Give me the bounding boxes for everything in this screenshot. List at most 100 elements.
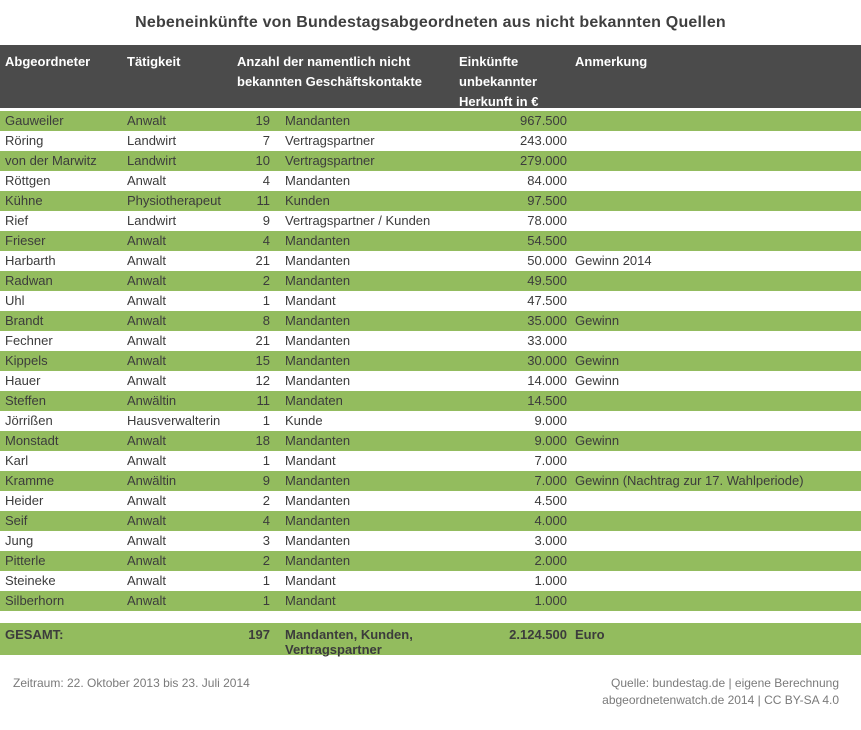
cell-einkuenfte: 30.000: [527, 353, 567, 368]
total-kontakte: Mandanten, Kunden, Vertragspartner: [270, 627, 459, 657]
cell-taetigkeit: Landwirt: [127, 153, 177, 168]
cell-anmerkung: [567, 411, 861, 431]
cell-abgeordneter: Brandt: [5, 313, 44, 328]
cell-einkuenfte: 279.000: [520, 153, 567, 168]
cell-anmerkung: Gewinn: [575, 313, 620, 328]
cell-anzahl: 1: [262, 573, 270, 588]
total-anzahl: 197: [248, 627, 270, 642]
table-row: Pitterle Anwalt 2 Mandanten 2.000: [0, 551, 861, 571]
cell-anzahl: 4: [262, 233, 270, 248]
cell-anmerkung: Gewinn (Nachtrag zur 17. Wahlperiode): [575, 473, 804, 488]
cell-anmerkung: [567, 571, 861, 591]
cell-anzahl: 2: [262, 553, 270, 568]
cell-anzahl: 11: [256, 193, 271, 208]
cell-taetigkeit: Anwalt: [127, 253, 167, 268]
total-taetigkeit-empty: [127, 627, 237, 657]
cell-einkuenfte: 1.000: [534, 593, 567, 608]
cell-anzahl: 1: [262, 453, 270, 468]
cell-anzahl: 15: [255, 353, 270, 368]
cell-taetigkeit: Anwalt: [127, 493, 167, 508]
cell-einkuenfte: 1.000: [534, 573, 567, 588]
cell-abgeordneter: Harbarth: [5, 253, 56, 268]
cell-taetigkeit: Anwältin: [127, 393, 177, 408]
cell-einkuenfte: 54.500: [527, 233, 567, 248]
cell-kontakte: Mandanten: [285, 333, 351, 348]
footer: Zeitraum: 22. Oktober 2013 bis 23. Juli …: [0, 675, 861, 709]
cell-kontakte: Mandanten: [285, 233, 351, 248]
cell-taetigkeit: Anwalt: [127, 573, 167, 588]
table-row: Heider Anwalt 2 Mandanten 4.500: [0, 491, 861, 511]
table-row: Brandt Anwalt 8 Mandanten 35.000 Gewinn: [0, 311, 861, 331]
cell-anmerkung: Gewinn: [575, 353, 620, 368]
cell-taetigkeit: Anwalt: [127, 453, 167, 468]
cell-einkuenfte: 4.500: [534, 493, 567, 508]
cell-abgeordneter: Steineke: [5, 573, 56, 588]
table-row: Kühne Physiotherapeut 11 Kunden 97.500: [0, 191, 861, 211]
table-row: Kramme Anwältin 9 Mandanten 7.000 Gewinn…: [0, 471, 861, 491]
cell-kontakte: Mandanten: [285, 533, 351, 548]
cell-taetigkeit: Anwalt: [127, 433, 167, 448]
table-row: Steffen Anwältin 11 Mandaten 14.500: [0, 391, 861, 411]
table-row: Radwan Anwalt 2 Mandanten 49.500: [0, 271, 861, 291]
cell-einkuenfte: 47.500: [527, 293, 567, 308]
cell-kontakte: Mandanten: [285, 313, 351, 328]
header-einkuenfte: Einkünfte unbekannter Herkunft in €: [459, 54, 539, 109]
cell-anmerkung: [567, 331, 861, 351]
cell-kontakte: Mandanten: [285, 373, 351, 388]
cell-anzahl: 7: [262, 133, 270, 148]
cell-einkuenfte: 50.000: [527, 253, 567, 268]
cell-anmerkung: [567, 171, 861, 191]
table-body: Gauweiler Anwalt 19 Mandanten 967.500 Rö…: [0, 111, 861, 611]
table-row: Röring Landwirt 7 Vertragspartner 243.00…: [0, 131, 861, 151]
cell-abgeordneter: Radwan: [5, 273, 53, 288]
cell-einkuenfte: 35.000: [527, 313, 567, 328]
cell-taetigkeit: Anwalt: [127, 333, 167, 348]
cell-einkuenfte: 9.000: [534, 413, 567, 428]
cell-anzahl: 4: [262, 513, 270, 528]
cell-einkuenfte: 14.000: [527, 373, 567, 388]
cell-anzahl: 10: [255, 153, 270, 168]
cell-anmerkung: Gewinn: [575, 433, 620, 448]
cell-abgeordneter: Kramme: [5, 473, 55, 488]
cell-anzahl: 1: [262, 293, 270, 308]
cell-einkuenfte: 3.000: [534, 533, 567, 548]
table-row: Kippels Anwalt 15 Mandanten 30.000 Gewin…: [0, 351, 861, 371]
cell-kontakte: Vertragspartner: [285, 133, 375, 148]
cell-kontakte: Kunde: [285, 413, 323, 428]
cell-anzahl: 1: [262, 593, 270, 608]
table-row: Jung Anwalt 3 Mandanten 3.000: [0, 531, 861, 551]
cell-kontakte: Mandanten: [285, 513, 351, 528]
cell-anmerkung: [567, 391, 861, 411]
total-einkuenfte: 2.124.500: [509, 627, 567, 642]
header-anmerkung: Anmerkung: [575, 54, 648, 69]
table-row: Rief Landwirt 9 Vertragspartner / Kunden…: [0, 211, 861, 231]
page-title: Nebeneinkünfte von Bundestagsabgeordnete…: [135, 13, 726, 31]
total-row: GESAMT: 197 Mandanten, Kunden, Vertragsp…: [0, 623, 861, 657]
cell-abgeordneter: Jung: [5, 533, 34, 548]
cell-taetigkeit: Anwalt: [127, 233, 167, 248]
cell-taetigkeit: Anwalt: [127, 373, 167, 388]
cell-einkuenfte: 78.000: [527, 213, 567, 228]
table-row: Jörrißen Hausverwalterin 1 Kunde 9.000: [0, 411, 861, 431]
cell-einkuenfte: 7.000: [534, 473, 567, 488]
cell-kontakte: Vertragspartner: [285, 153, 375, 168]
cell-anzahl: 2: [262, 273, 270, 288]
cell-anmerkung: [567, 131, 861, 151]
cell-abgeordneter: Seif: [5, 513, 28, 528]
cell-anzahl: 8: [262, 313, 270, 328]
cell-anzahl: 9: [262, 473, 270, 488]
source-line1: Quelle: bundestag.de | eigene Berechnung: [611, 676, 839, 690]
cell-kontakte: Vertragspartner / Kunden: [285, 213, 431, 228]
cell-einkuenfte: 4.000: [534, 513, 567, 528]
cell-anzahl: 18: [255, 433, 270, 448]
cell-abgeordneter: Steffen: [5, 393, 46, 408]
cell-abgeordneter: Jörrißen: [5, 413, 53, 428]
cell-taetigkeit: Anwalt: [127, 273, 167, 288]
cell-taetigkeit: Anwalt: [127, 113, 167, 128]
table-row: Harbarth Anwalt 21 Mandanten 50.000 Gewi…: [0, 251, 861, 271]
table-row: Gauweiler Anwalt 19 Mandanten 967.500: [0, 111, 861, 131]
cell-anzahl: 3: [262, 533, 270, 548]
cell-einkuenfte: 967.500: [520, 113, 567, 128]
cell-anzahl: 11: [256, 393, 271, 408]
cell-taetigkeit: Anwalt: [127, 353, 167, 368]
